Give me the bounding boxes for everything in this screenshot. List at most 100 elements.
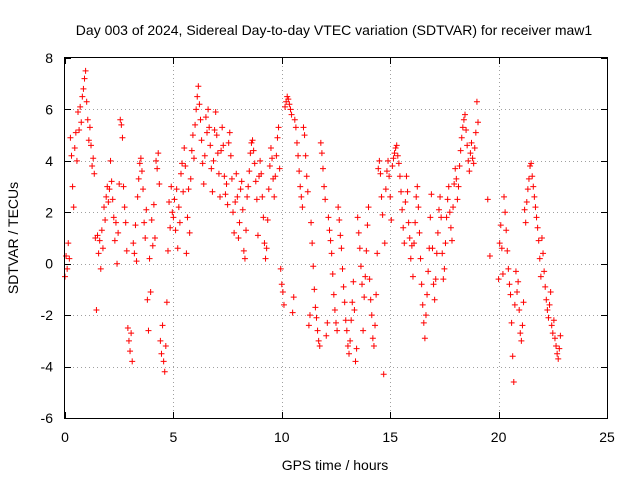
data-point xyxy=(261,240,268,247)
data-point xyxy=(361,294,368,301)
data-point xyxy=(370,343,377,349)
data-point xyxy=(556,345,563,352)
data-point xyxy=(550,317,557,324)
data-point xyxy=(403,173,410,180)
data-point xyxy=(146,255,153,262)
data-point xyxy=(162,343,169,349)
data-point xyxy=(531,193,538,200)
data-point xyxy=(365,204,372,211)
data-point xyxy=(66,255,73,262)
data-point xyxy=(323,332,330,339)
data-point xyxy=(506,281,513,288)
data-point xyxy=(350,278,357,285)
data-point xyxy=(223,181,230,187)
data-point xyxy=(522,219,529,226)
data-point xyxy=(394,152,401,159)
data-point xyxy=(141,219,148,226)
data-point xyxy=(515,278,522,285)
data-point xyxy=(401,240,408,247)
data-point xyxy=(457,147,464,154)
data-point xyxy=(128,330,135,337)
data-point xyxy=(337,232,344,239)
data-point xyxy=(206,124,213,131)
data-point xyxy=(392,145,399,151)
data-point xyxy=(508,319,515,326)
data-point xyxy=(303,173,310,180)
data-point xyxy=(155,150,162,157)
data-point xyxy=(221,173,228,180)
data-point xyxy=(387,193,394,200)
data-point xyxy=(224,201,231,208)
data-point xyxy=(547,289,554,295)
data-point xyxy=(285,96,292,103)
data-point xyxy=(533,214,540,221)
data-point xyxy=(518,337,525,344)
data-point xyxy=(543,296,550,303)
data-point xyxy=(75,109,82,115)
data-point xyxy=(85,137,92,144)
data-point xyxy=(278,281,285,288)
data-point xyxy=(164,247,171,254)
data-point xyxy=(200,181,207,187)
data-point xyxy=(131,250,138,257)
data-point xyxy=(201,152,208,159)
data-point xyxy=(465,157,472,164)
data-point xyxy=(453,175,460,182)
data-point xyxy=(353,345,360,352)
data-point xyxy=(280,301,287,308)
data-point xyxy=(458,134,465,141)
data-point xyxy=(98,227,105,234)
data-point xyxy=(215,170,222,177)
data-point xyxy=(116,181,123,187)
data-point xyxy=(286,101,293,108)
data-point xyxy=(233,170,240,177)
data-point xyxy=(418,281,425,288)
data-point xyxy=(80,85,87,92)
data-point xyxy=(247,150,254,157)
y-tick-label: -6 xyxy=(41,410,54,426)
data-point xyxy=(400,224,407,231)
data-point xyxy=(555,355,562,362)
data-point xyxy=(369,335,376,342)
data-point xyxy=(227,152,234,159)
data-point xyxy=(238,178,245,185)
data-point xyxy=(325,214,332,221)
data-point xyxy=(450,204,457,211)
data-point xyxy=(326,227,333,234)
data-point xyxy=(551,335,558,342)
data-point xyxy=(333,319,339,326)
data-point xyxy=(340,283,347,290)
data-point xyxy=(187,175,194,182)
data-point xyxy=(354,214,361,221)
data-point xyxy=(517,330,524,337)
x-axis-label: GPS time / hours xyxy=(282,457,389,473)
data-point xyxy=(412,219,419,226)
data-point xyxy=(170,214,177,221)
data-point xyxy=(328,250,335,257)
data-point xyxy=(385,157,392,164)
data-point xyxy=(352,358,359,365)
data-point xyxy=(136,160,143,167)
data-point xyxy=(351,307,358,313)
data-point xyxy=(129,358,136,365)
data-point xyxy=(319,165,326,172)
data-point xyxy=(434,229,441,236)
data-point xyxy=(264,217,271,223)
plot-border xyxy=(64,57,608,419)
data-point xyxy=(70,204,77,211)
data-point xyxy=(86,124,93,131)
data-point xyxy=(448,237,455,244)
data-point xyxy=(503,227,510,234)
data-point xyxy=(217,193,224,200)
data-point xyxy=(379,211,386,218)
data-point xyxy=(277,265,284,272)
grid-lines xyxy=(65,58,607,418)
data-point xyxy=(173,186,180,193)
data-point xyxy=(122,219,129,226)
y-tick-label: 4 xyxy=(45,153,53,169)
data-point xyxy=(211,127,218,133)
data-point xyxy=(459,124,466,131)
data-point xyxy=(249,137,256,144)
